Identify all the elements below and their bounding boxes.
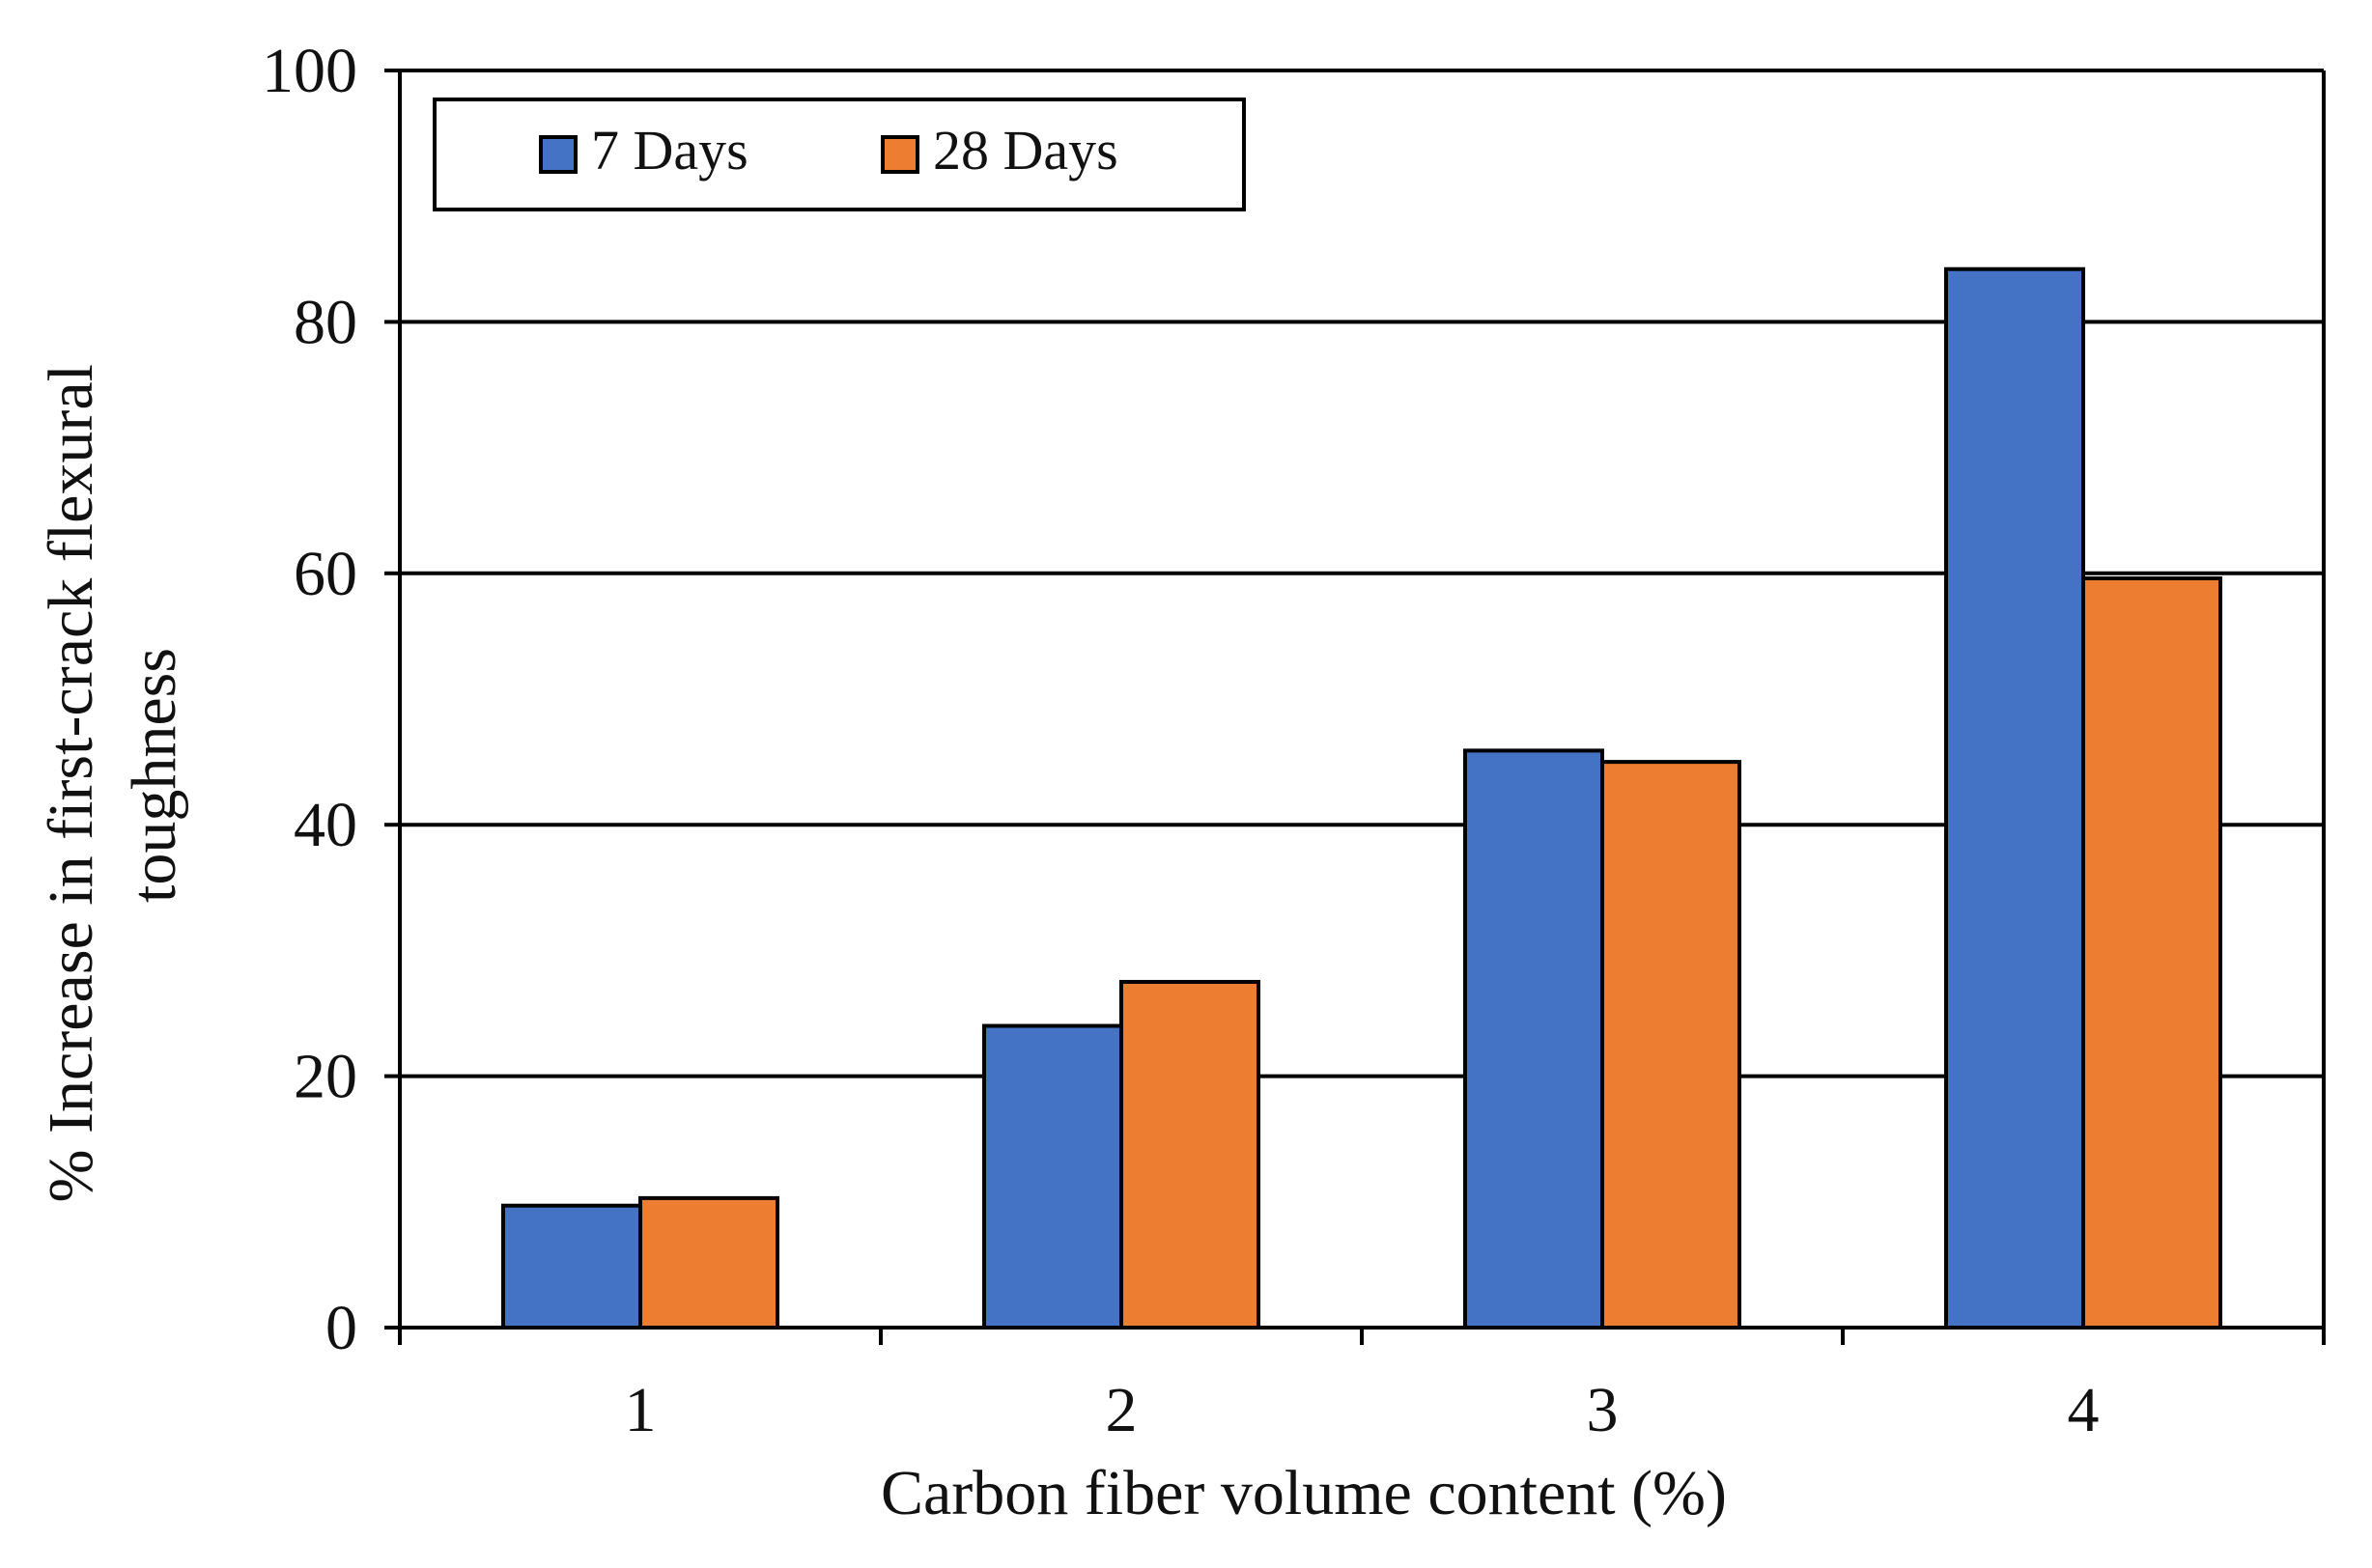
bar-28-days-4 bbox=[2081, 576, 2222, 1330]
legend-swatch-7-days bbox=[539, 135, 578, 174]
legend-swatch-28-days bbox=[881, 135, 919, 174]
x-tick-label-4: 4 bbox=[2068, 1375, 2100, 1445]
y-axis-title-line-2: toughness bbox=[119, 648, 189, 903]
bars-layer bbox=[501, 266, 2222, 1330]
x-tick-label-3: 3 bbox=[1587, 1375, 1619, 1445]
y-tick-label-40: 40 bbox=[294, 790, 357, 860]
bar-7-days-1 bbox=[501, 1203, 642, 1330]
x-axis-title: Carbon fiber volume content (%) bbox=[881, 1458, 1727, 1528]
y-tick-label-60: 60 bbox=[294, 539, 357, 609]
ticks-layer: 0 20 40 60 80 100 1 2 3 4 bbox=[262, 36, 2326, 1445]
bar-7-days-4 bbox=[1944, 266, 2085, 1330]
y-tick-label-100: 100 bbox=[262, 36, 357, 106]
legend: 7 Days 28 Days bbox=[433, 98, 1246, 211]
y-axis-title-line-1: % Increase in first-crack flexural bbox=[36, 364, 106, 1203]
x-tick-label-1: 1 bbox=[625, 1375, 657, 1445]
y-tick-label-0: 0 bbox=[325, 1293, 357, 1363]
axes-layer bbox=[398, 69, 2326, 1330]
y-tick-label-20: 20 bbox=[294, 1042, 357, 1112]
bar-7-days-3 bbox=[1463, 748, 1604, 1330]
bar-7-days-2 bbox=[982, 1023, 1123, 1330]
legend-label-28-days: 28 Days bbox=[933, 119, 1118, 182]
y-axis-title: % Increase in first-crack flexural tough… bbox=[36, 348, 189, 1202]
bar-28-days-2 bbox=[1119, 979, 1260, 1330]
y-tick-label-80: 80 bbox=[294, 287, 357, 357]
bar-28-days-3 bbox=[1600, 760, 1741, 1330]
bar-28-days-1 bbox=[638, 1195, 779, 1330]
x-tick-label-2: 2 bbox=[1106, 1375, 1138, 1445]
legend-label-7-days: 7 Days bbox=[591, 119, 748, 182]
